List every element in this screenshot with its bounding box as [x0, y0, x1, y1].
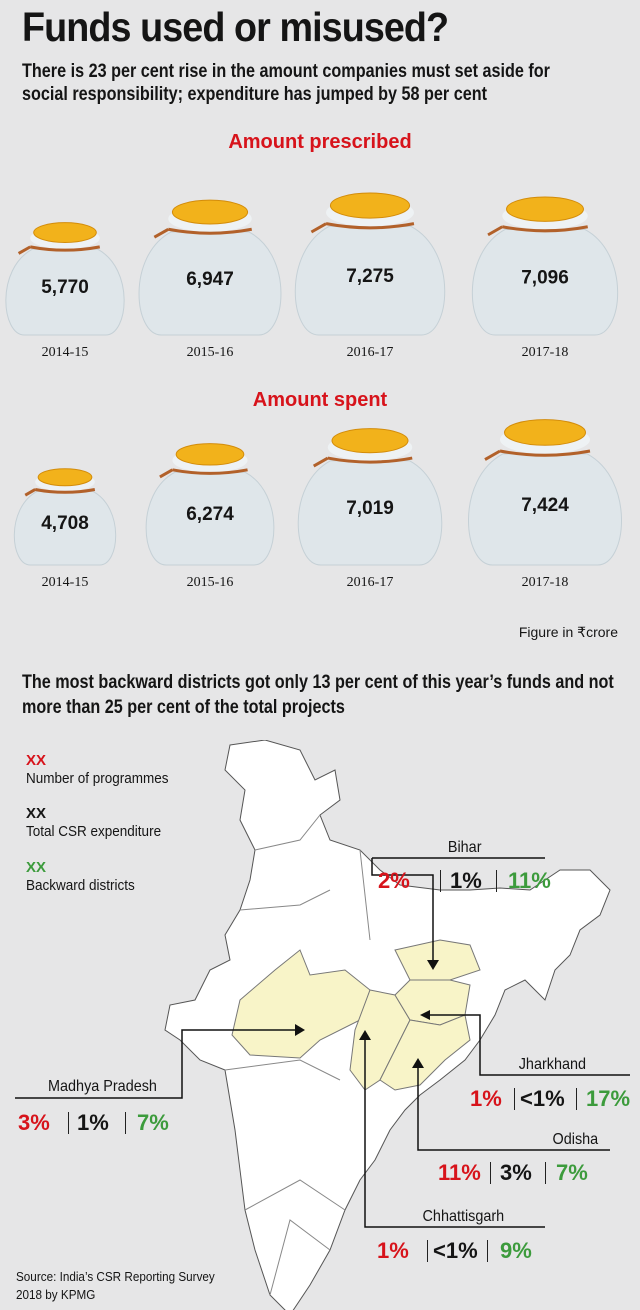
state-name-bihar: Bihar: [447, 839, 482, 856]
legend-label-backward: Backward districts: [26, 877, 135, 894]
bag-0-1: 6,947: [138, 199, 282, 336]
legend-label-expenditure: Total CSR expenditure: [26, 823, 162, 840]
bag-value-label: 7,275: [346, 266, 394, 287]
coins-icon: [329, 192, 411, 219]
bag-value-label: 4,708: [41, 513, 89, 534]
mp-backward: 7%: [137, 1110, 169, 1135]
state-name-jharkhand: Jharkhand: [518, 1056, 586, 1073]
bag-tie: [153, 227, 253, 239]
bag-body: [294, 225, 446, 336]
bag-tie: [17, 245, 101, 255]
unit-note: Figure in ₹crore: [518, 624, 618, 640]
coins-icon: [37, 468, 93, 487]
divider: [125, 1112, 126, 1134]
bag-value-label: 6,274: [186, 504, 234, 525]
spent-heading: Amount spent: [252, 389, 388, 411]
state-name-mp: Madhya Pradesh: [48, 1078, 157, 1095]
bag-body: [297, 460, 443, 566]
coins-icon: [33, 222, 97, 243]
bag-value-label: 5,770: [41, 277, 89, 298]
odisha-backward: 7%: [556, 1160, 588, 1185]
year-label: 2017-18: [522, 575, 569, 590]
bag-body: [468, 453, 622, 566]
divider: [545, 1162, 546, 1184]
divider: [490, 1162, 491, 1184]
divider: [487, 1240, 488, 1262]
bag-body: [145, 471, 275, 566]
coins-icon: [171, 199, 249, 225]
bag-body: [5, 248, 125, 336]
chhattisgarh-expenditure: <1%: [433, 1238, 478, 1263]
bag-body: [138, 231, 282, 336]
jharkhand-expenditure: <1%: [520, 1086, 565, 1111]
jharkhand-backward: 17%: [586, 1086, 631, 1111]
coins-icon: [504, 419, 586, 446]
bag-tie: [159, 468, 248, 479]
year-label: 2014-15: [42, 575, 89, 590]
state-name-odisha: Odisha: [552, 1131, 599, 1148]
bag-value-label: 7,424: [521, 495, 569, 516]
bag-tie: [310, 222, 415, 234]
bag-1-2: 7,019: [297, 428, 443, 566]
divider: [514, 1088, 515, 1110]
page-title: Funds used or misused?: [22, 4, 449, 50]
bag-value-label: 7,096: [521, 268, 569, 289]
mp-expenditure: 1%: [77, 1110, 109, 1135]
chhattisgarh-backward: 9%: [500, 1238, 532, 1263]
source-note: Source: India’s CSR Reporting Survey 201…: [16, 1269, 215, 1302]
state-odisha: [379, 1014, 471, 1091]
bag-tie: [24, 488, 96, 497]
bag-0-3: 7,096: [471, 196, 619, 336]
map-subtitle: The most backward districts got only 13 …: [22, 671, 614, 718]
bihar-backward: 11%: [508, 868, 551, 893]
divider: [68, 1112, 69, 1134]
highlighted-states: [231, 939, 481, 1091]
subtitle: There is 23 per cent rise in the amount …: [22, 60, 550, 105]
divider: [576, 1088, 577, 1110]
bag-value-label: 7,019: [346, 498, 394, 519]
year-label: 2014-15: [42, 345, 89, 360]
coins-icon: [506, 196, 584, 222]
legend-label-programmes: Number of programmes: [26, 770, 169, 787]
coins-icon: [331, 428, 409, 454]
jharkhand-programmes: 1%: [470, 1086, 502, 1111]
bags-chart: 5,770 2014-15 6,947 2015-16 7,275 2016-17 7,09…: [5, 192, 622, 590]
divider: [427, 1240, 428, 1262]
chhattisgarh-programmes: 1%: [377, 1238, 409, 1263]
bag-1-1: 6,274: [145, 443, 275, 566]
legend-marker-backward: XX: [26, 859, 47, 876]
year-label: 2016-17: [347, 575, 394, 590]
year-label: 2016-17: [347, 345, 394, 360]
bag-tie: [312, 456, 413, 468]
year-label: 2015-16: [187, 575, 234, 590]
bag-body: [471, 228, 619, 336]
callout-lines: [15, 857, 630, 1228]
bag-body: [13, 490, 117, 566]
bag-1-0: 4,708: [13, 468, 117, 566]
divider: [440, 870, 441, 892]
year-label: 2017-18: [522, 345, 569, 360]
legend-marker-expenditure: XX: [26, 805, 47, 822]
state-name-chhattisgarh: Chhattisgarh: [422, 1208, 505, 1225]
india-map: [15, 740, 630, 1310]
bag-tie: [487, 225, 589, 237]
legend-marker-programmes: XX: [26, 752, 47, 769]
bihar-programmes: 2%: [378, 868, 410, 893]
bag-0-0: 5,770: [5, 222, 125, 336]
odisha-programmes: 11%: [438, 1160, 481, 1185]
arrowheads: [295, 960, 439, 1068]
coins-icon: [175, 443, 245, 466]
bag-tie: [484, 449, 591, 461]
bag-value-label: 6,947: [186, 269, 234, 290]
bag-0-2: 7,275: [294, 192, 446, 336]
prescribed-heading: Amount prescribed: [228, 131, 412, 153]
divider: [496, 870, 497, 892]
odisha-expenditure: 3%: [500, 1160, 532, 1185]
mp-programmes: 3%: [18, 1110, 50, 1135]
year-label: 2015-16: [187, 345, 234, 360]
bag-1-3: 7,424: [468, 419, 622, 566]
bihar-expenditure: 1%: [450, 868, 482, 893]
